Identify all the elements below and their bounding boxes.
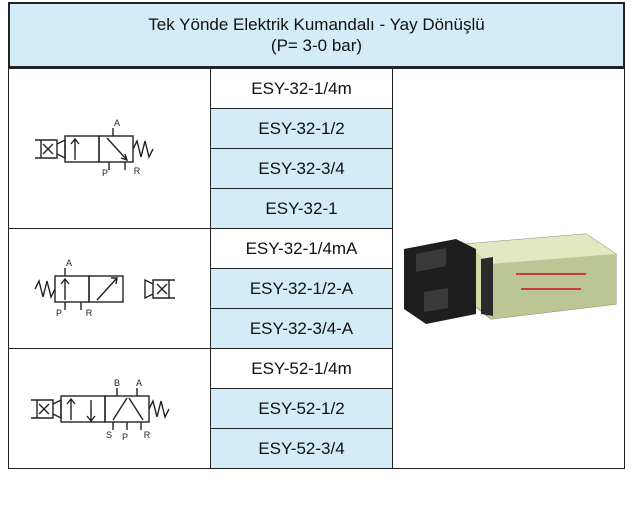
model-cell: ESY-32-1 (210, 188, 393, 229)
valve-photo (404, 232, 617, 324)
symbol-part (87, 274, 124, 303)
symbol-label: A (65, 258, 71, 268)
symbol-part (147, 398, 170, 419)
header: Tek Yönde Elektrik Kumandalı - Yay Dönüş… (8, 2, 625, 68)
symbol-part (156, 283, 167, 294)
symbol-part (33, 278, 56, 299)
subtitle: (P= 3-0 bar) (270, 36, 363, 55)
symbol-part (59, 394, 106, 423)
symbol-part (63, 134, 100, 163)
symbol-label: R (143, 430, 150, 440)
image-cell (392, 68, 625, 469)
model-cell: ESY-32-3/4-A (210, 308, 393, 349)
valve-symbol: B A S P R (30, 378, 170, 442)
model-cell: ESY-52-3/4 (210, 428, 393, 469)
model-cell: ESY-32-1/2 (210, 108, 393, 149)
photo-part (491, 253, 616, 319)
photo-part (481, 256, 493, 316)
symbol-part (42, 143, 53, 154)
symbol-label: B (113, 378, 119, 388)
symbol-part (34, 138, 66, 159)
symbol-label: P (101, 168, 107, 178)
symbol-label: P (55, 308, 61, 318)
symbol-label: P (121, 432, 127, 442)
model-cell: ESY-32-1/4mA (210, 228, 393, 269)
model-cell: ESY-32-1/2-A (210, 268, 393, 309)
symbol-label: S (105, 430, 111, 440)
symbol-part (53, 274, 90, 303)
photo-part (466, 233, 616, 264)
symbol-part (30, 398, 62, 419)
symbol-part (97, 134, 134, 163)
symbol-cell: A P R (8, 228, 211, 349)
symbol-label: R (85, 308, 92, 318)
symbol-part (143, 278, 175, 299)
symbol-cell: A P R (8, 68, 211, 229)
model-cell: ESY-52-1/2 (210, 388, 393, 429)
symbol-label: A (135, 378, 141, 388)
model-cell: ESY-52-1/4m (210, 348, 393, 389)
symbol-part (59, 267, 118, 310)
symbol-part (38, 403, 49, 414)
symbol-part (65, 387, 144, 430)
photo-part (516, 272, 586, 290)
model-cell: ESY-32-3/4 (210, 148, 393, 189)
valve-symbol: A P R (33, 258, 175, 318)
title: Tek Yönde Elektrik Kumandalı - Yay Dönüş… (148, 15, 485, 34)
model-cell: ESY-32-1/4m (210, 68, 393, 109)
valve-symbol: A P R (34, 118, 154, 178)
symbol-label: R (133, 166, 140, 176)
symbol-part (131, 138, 154, 159)
symbol-part (69, 127, 128, 170)
symbol-label: A (113, 118, 119, 128)
photo-part (416, 247, 448, 312)
